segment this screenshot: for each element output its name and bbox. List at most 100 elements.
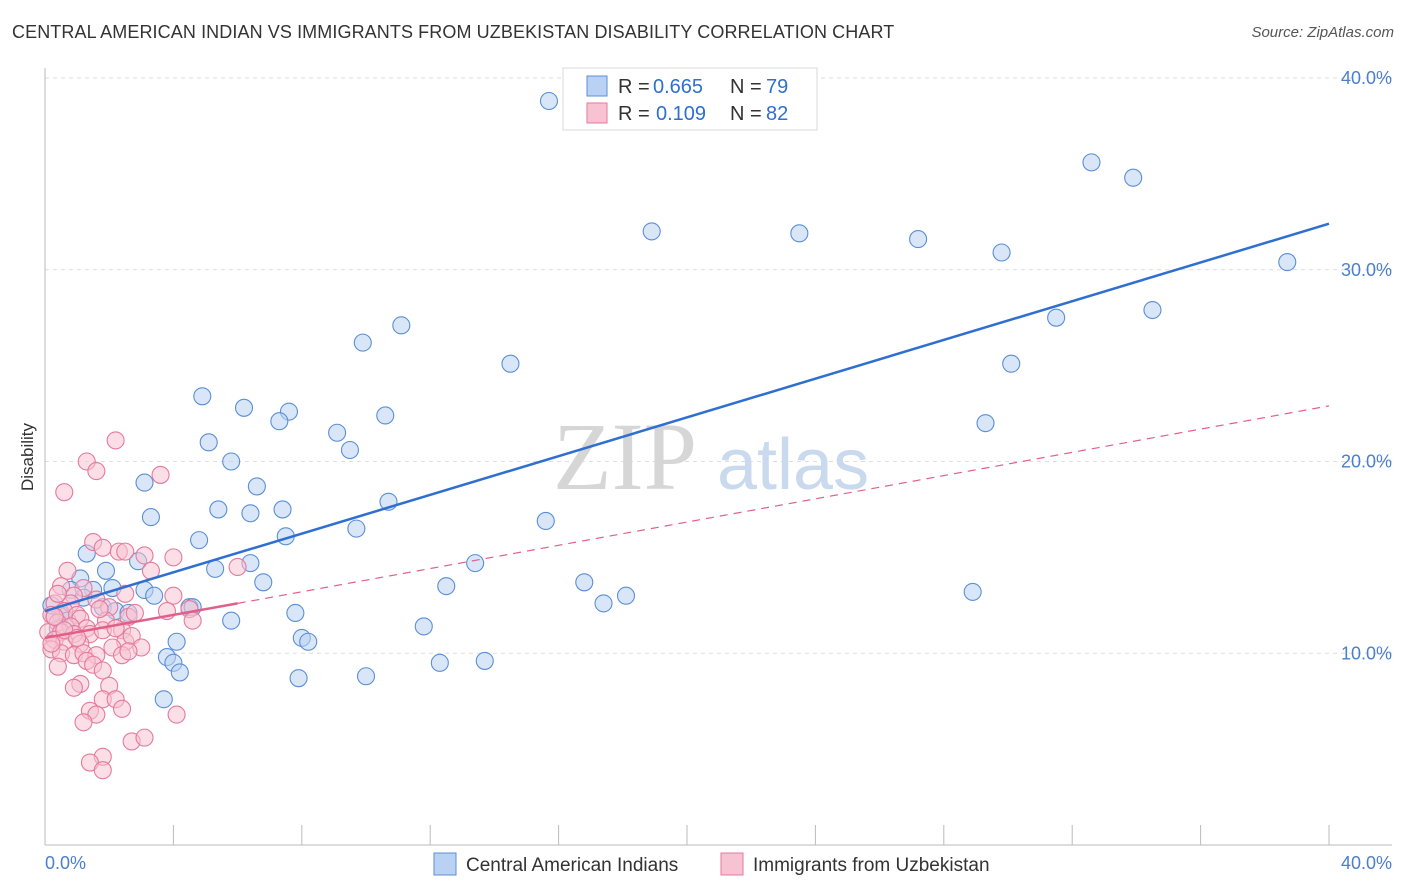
data-point	[74, 713, 93, 732]
data-point	[151, 465, 170, 484]
legend-r-value-pink: 0.109	[656, 103, 706, 125]
data-point	[112, 699, 132, 718]
data-point	[1002, 354, 1021, 373]
data-point	[119, 642, 138, 661]
data-point	[992, 243, 1011, 262]
data-point	[116, 542, 135, 561]
data-point	[48, 584, 67, 603]
y-tick-label-40: 40.0%	[1341, 68, 1392, 88]
data-point	[347, 519, 366, 538]
data-point	[241, 504, 260, 523]
data-point	[48, 657, 67, 676]
data-point	[437, 577, 456, 596]
data-point	[206, 559, 225, 578]
data-point	[909, 230, 928, 249]
data-point	[575, 573, 594, 592]
data-point	[64, 678, 83, 697]
data-point	[273, 500, 292, 519]
legend-swatch-blue	[586, 75, 608, 97]
series-legend: Central American Indians Immigrants from…	[433, 852, 990, 876]
data-point	[594, 594, 613, 613]
legend-n-value-blue: 79	[766, 76, 788, 98]
series-legend-label-blue: Central American Indians	[466, 855, 678, 876]
chart-title: CENTRAL AMERICAN INDIAN VS IMMIGRANTS FR…	[12, 22, 895, 42]
data-point	[199, 433, 218, 452]
watermark: ZIP atlas	[553, 403, 869, 510]
data-point	[642, 222, 661, 241]
data-point	[790, 224, 809, 243]
y-axis-label: Disability	[18, 422, 37, 491]
trend-line-pink-extended	[237, 405, 1330, 604]
data-point	[154, 690, 173, 709]
data-point	[58, 561, 77, 580]
tick-labels: 0.0% 40.0% 10.0% 20.0% 30.0% 40.0%	[45, 68, 1392, 873]
series-central-american-indians	[42, 91, 1297, 709]
data-point	[96, 561, 116, 580]
data-point	[430, 653, 449, 672]
data-point	[1082, 153, 1101, 172]
data-point	[392, 316, 411, 335]
data-point	[167, 705, 186, 724]
data-point	[135, 546, 154, 565]
data-point	[93, 538, 112, 557]
data-point	[164, 586, 183, 605]
data-point	[270, 412, 289, 431]
data-point	[106, 619, 125, 638]
data-point	[414, 617, 433, 636]
legend-swatch-pink	[586, 102, 608, 124]
data-point	[289, 669, 308, 688]
legend-r-value-blue: 0.665	[653, 76, 703, 98]
data-point	[145, 586, 164, 605]
series-legend-label-pink: Immigrants from Uzbekistan	[753, 855, 990, 876]
data-point	[125, 603, 144, 623]
data-point	[193, 387, 212, 406]
grid-lines	[45, 77, 1392, 654]
data-point	[222, 611, 241, 630]
legend-r-label-pink: R =	[618, 103, 650, 125]
source-credit: Source: ZipAtlas.com	[1251, 24, 1394, 41]
data-point	[90, 600, 109, 619]
legend-n-value-pink: 82	[766, 103, 788, 125]
data-point	[42, 634, 61, 653]
data-point	[164, 548, 183, 567]
data-point	[501, 354, 520, 373]
data-point	[286, 603, 305, 623]
data-point	[209, 500, 228, 519]
series-legend-swatch-blue	[433, 852, 457, 876]
data-point	[616, 586, 636, 605]
data-point	[254, 573, 273, 592]
x-tick-label-min: 0.0%	[45, 853, 86, 873]
watermark-atlas: atlas	[717, 425, 869, 505]
data-point	[353, 333, 372, 352]
data-point	[536, 511, 555, 530]
legend-n-label-pink: N =	[730, 103, 762, 125]
data-point	[247, 477, 266, 496]
data-point	[376, 406, 395, 425]
series-legend-swatch-pink	[720, 852, 744, 876]
data-point	[299, 632, 318, 651]
data-point	[963, 582, 982, 601]
data-point	[135, 473, 154, 492]
legend-n-label-blue: N =	[730, 76, 762, 98]
data-point	[93, 761, 112, 780]
data-point	[1047, 308, 1066, 327]
legend: R = 0.665 N = 79 R = 0.109 N = 82	[562, 67, 818, 131]
trend-lines	[44, 222, 1330, 640]
data-point	[190, 531, 209, 550]
data-point	[976, 414, 995, 433]
series-immigrants-from-uzbekistan	[39, 431, 247, 780]
watermark-zip: ZIP	[553, 403, 697, 510]
data-point	[116, 584, 135, 603]
data-point	[228, 557, 247, 577]
data-point	[356, 667, 376, 686]
y-tick-label-20: 20.0%	[1341, 452, 1392, 472]
data-point	[234, 398, 254, 417]
data-point	[539, 91, 559, 111]
data-point	[1143, 300, 1162, 320]
data-point	[93, 661, 112, 680]
data-point	[141, 508, 160, 527]
axes	[44, 68, 1392, 846]
y-tick-label-30: 30.0%	[1341, 260, 1392, 280]
y-tick-label-10: 10.0%	[1341, 643, 1392, 663]
